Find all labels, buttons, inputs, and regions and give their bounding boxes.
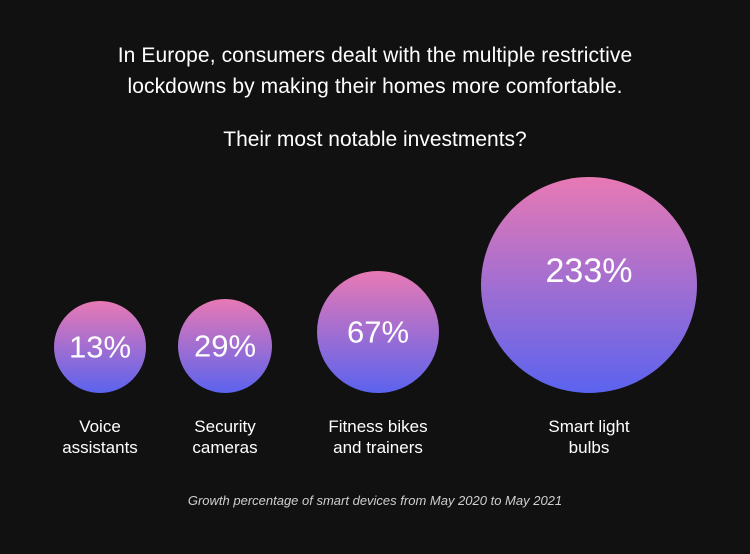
bubble-value-label-2: 67% — [347, 315, 409, 350]
headline: In Europe, consumers dealt with the mult… — [0, 40, 750, 102]
headline-line-1: In Europe, consumers dealt with the mult… — [117, 44, 633, 67]
footnote: Growth percentage of smart devices from … — [187, 493, 563, 508]
bubble-value-label-1: 29% — [194, 329, 256, 364]
category-label-3: Smart light bulbs — [504, 416, 674, 458]
bubble-1 — [178, 299, 272, 393]
category-label-0: Voice assistants — [15, 416, 185, 458]
category-label-0-line-0: Voice — [79, 417, 121, 436]
headline-line-2: lockdowns by making their homes more com… — [127, 75, 623, 98]
category-label-1-line-0: Security — [194, 417, 256, 436]
category-label-1: Security cameras — [140, 416, 310, 458]
category-label-2-line-0: Fitness bikes — [328, 417, 428, 436]
bubble-3 — [481, 177, 697, 393]
bubbles-group: 13% 29% 67% 233% — [54, 177, 697, 393]
category-label-0-line-1: assistants — [62, 438, 138, 457]
category-label-2: Fitness bikes and trainers — [293, 416, 463, 458]
category-label-3-line-1: bulbs — [568, 438, 610, 457]
bubble-2 — [317, 271, 439, 393]
bubble-value-label-0: 13% — [69, 330, 131, 365]
question-text: Their most notable investments? — [223, 128, 527, 151]
bubble-value-label-3: 233% — [546, 252, 633, 290]
category-label-1-line-1: cameras — [192, 438, 258, 457]
bubble-0 — [54, 301, 146, 393]
category-label-2-line-1: and trainers — [333, 438, 423, 457]
category-label-3-line-0: Smart light — [548, 417, 630, 436]
